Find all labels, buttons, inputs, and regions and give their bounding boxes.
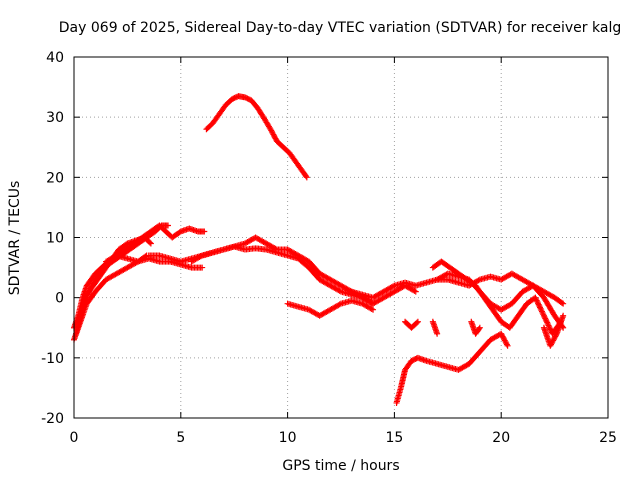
data-point <box>544 321 551 328</box>
y-tick-label: 10 <box>46 231 64 247</box>
x-tick-label: 5 <box>176 430 185 446</box>
data-point <box>303 174 310 181</box>
data-point <box>535 301 542 308</box>
data-point <box>475 325 482 332</box>
series-track-h <box>203 93 310 181</box>
data-point <box>560 312 567 319</box>
data-point <box>475 277 482 284</box>
data-point <box>176 229 183 236</box>
data-point <box>544 319 551 326</box>
data-point <box>542 316 549 323</box>
data-point <box>540 312 547 319</box>
series-track-m <box>434 270 567 331</box>
data-point <box>368 305 375 312</box>
data-point <box>537 305 544 312</box>
series-track-n <box>402 318 421 331</box>
data-point <box>412 288 419 295</box>
series-track-q <box>540 312 567 349</box>
y-tick-label: 20 <box>46 170 64 186</box>
data-point <box>414 318 421 325</box>
x-tick-label: 20 <box>492 430 510 446</box>
data-point <box>302 173 309 180</box>
data-point <box>546 325 553 332</box>
data-point <box>540 311 547 318</box>
series-track-b <box>73 222 171 337</box>
data-point <box>411 287 418 294</box>
data-point <box>434 330 441 337</box>
data-point <box>390 283 397 290</box>
data-point <box>546 323 553 330</box>
y-tick-label: 0 <box>55 291 64 307</box>
data-point <box>336 301 343 308</box>
series-track-g <box>188 243 419 307</box>
data-point <box>146 239 153 246</box>
data-point <box>538 308 545 315</box>
data-point <box>370 306 377 313</box>
data-point <box>197 253 204 260</box>
x-tick-label: 0 <box>70 430 79 446</box>
y-tick-label: 30 <box>46 110 64 126</box>
grid <box>74 57 608 418</box>
y-tick-label: 40 <box>46 50 64 66</box>
data-point <box>542 315 549 322</box>
data-point <box>539 309 546 316</box>
data-point <box>336 287 343 294</box>
data-point <box>553 332 560 339</box>
data-point <box>533 297 540 304</box>
data-point <box>538 307 545 314</box>
series-track-k <box>393 330 511 406</box>
x-tick-label: 15 <box>385 430 403 446</box>
data-point <box>147 240 154 247</box>
chart-title: Day 069 of 2025, Sidereal Day-to-day VTE… <box>59 20 621 36</box>
data-point <box>164 222 171 229</box>
x-axis-label: GPS time / hours <box>282 458 399 474</box>
data-point <box>541 314 548 321</box>
series-track-i <box>284 297 377 319</box>
data-point <box>503 341 510 348</box>
data-point <box>199 264 206 271</box>
y-axis-label: SDTVAR / TECUs <box>7 181 23 296</box>
data-point <box>535 300 542 307</box>
plot-frame <box>73 56 609 419</box>
data-point <box>536 302 543 309</box>
series-track-e <box>103 252 206 271</box>
tick-labels: 0 5 10 15 20 25 -20 -10 0 10 20 30 40 <box>41 50 617 446</box>
y-tick-label: -20 <box>41 411 64 427</box>
x-tick-label: 25 <box>599 430 617 446</box>
data-point <box>545 322 552 329</box>
data-point <box>201 228 208 235</box>
plot-area <box>71 93 567 406</box>
data-point <box>413 319 420 326</box>
series-track-p <box>468 318 483 337</box>
data-point <box>543 318 550 325</box>
data-point <box>504 342 511 349</box>
data-point <box>560 300 567 307</box>
data-point <box>123 241 130 248</box>
data-point <box>476 324 483 331</box>
data-point <box>536 304 543 311</box>
data-point <box>558 299 565 306</box>
data-point <box>533 296 540 303</box>
y-tick-label: -10 <box>41 351 64 367</box>
series-track-o <box>429 318 441 337</box>
data-point <box>534 298 541 305</box>
x-tick-label: 10 <box>279 430 297 446</box>
data-point <box>532 294 539 301</box>
